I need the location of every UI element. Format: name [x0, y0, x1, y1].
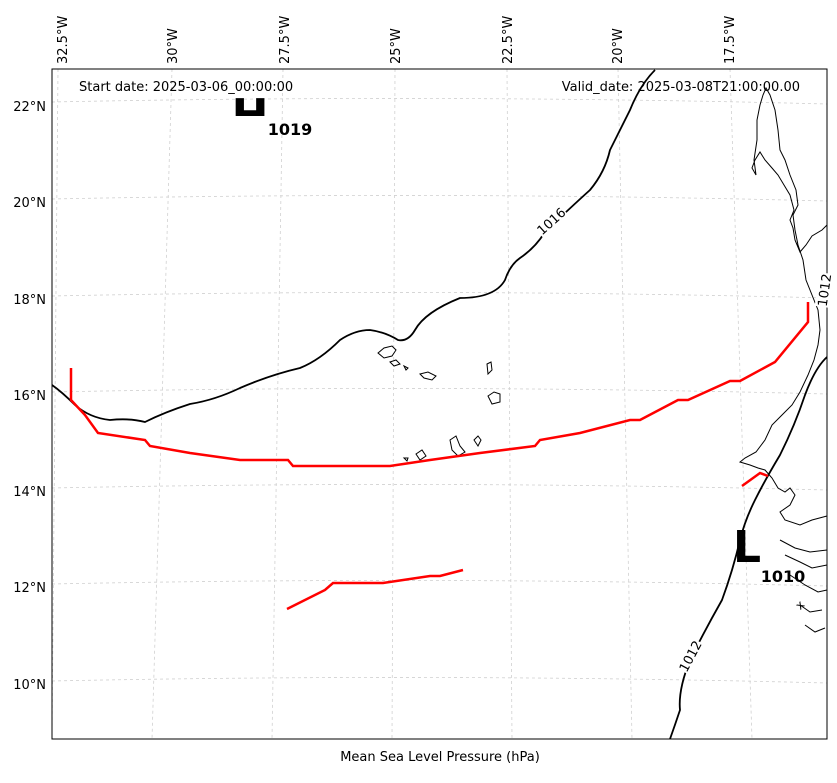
parallel-14n	[51, 484, 828, 491]
front-south	[286, 568, 464, 611]
start-date-label: Start date: 2025-03-06_00:00:00	[79, 80, 293, 95]
lat-label-10n: 10°N	[13, 678, 46, 693]
map-frame	[51, 68, 828, 740]
low-pressure-value: 1010	[761, 567, 806, 586]
isobar-1012-label-b-bg	[675, 637, 705, 675]
parallel-22n	[51, 98, 828, 105]
lon-label-32-5w: 32.5°W	[56, 16, 71, 64]
meridian-17-5w	[729, 68, 753, 740]
coast-south-3	[789, 574, 828, 593]
island-santo-antao	[377, 345, 397, 359]
isobars	[51, 69, 828, 740]
island-brava	[402, 457, 409, 462]
meridian-30w	[151, 68, 173, 740]
parallel-20n	[51, 195, 828, 202]
meridian-22-5w	[506, 68, 513, 740]
isobar-1016	[51, 69, 656, 423]
lon-label-27-5w: 27.5°W	[278, 16, 293, 64]
lat-label-14n: 14°N	[13, 485, 46, 500]
island-santiago	[449, 435, 466, 457]
island-sao-nicolau	[419, 371, 437, 381]
meridian-20w	[617, 68, 633, 740]
island-santa-luzia	[402, 364, 409, 371]
coast-south-1	[779, 539, 828, 553]
fronts	[69, 302, 810, 611]
valid-date-label: Valid_date: 2025-03-08T21:00:00.00	[562, 80, 800, 95]
island-boa-vista	[487, 391, 501, 405]
lat-label-20n: 20°N	[13, 196, 46, 211]
low-pressure-letter: L	[733, 522, 761, 573]
front-main	[69, 302, 810, 468]
high-pressure-value: 1019	[268, 120, 313, 139]
lon-label-22-5w: 22.5°W	[501, 16, 516, 64]
high-pressure-marker: H	[232, 90, 269, 141]
island-fogo	[415, 449, 427, 461]
high-pressure-letter: H	[232, 90, 269, 141]
parallel-10n	[51, 677, 828, 684]
lon-label-30w: 30°W	[166, 28, 181, 64]
lat-label-12n: 12°N	[13, 581, 46, 596]
map-area	[52, 69, 827, 739]
meridian-27-5w	[271, 68, 284, 740]
meridian-32-5w	[51, 68, 59, 740]
isobar-1012-label-a: 1012	[816, 273, 835, 308]
lat-label-18n: 18°N	[13, 293, 46, 308]
cape-verde-islands	[377, 345, 501, 462]
parallel-18n	[51, 292, 828, 299]
graticule	[51, 68, 828, 740]
lat-label-22n: 22°N	[13, 100, 46, 115]
front-short-east	[741, 471, 769, 488]
isobar-1016-label-bg	[533, 204, 569, 238]
parallel-12n	[51, 580, 828, 587]
lon-label-17-5w: 17.5°W	[723, 16, 738, 64]
island-maio	[473, 435, 482, 447]
parallel-16n	[51, 388, 828, 395]
island-sal	[486, 361, 493, 376]
coast-south-5	[804, 624, 826, 633]
coastline	[738, 86, 828, 633]
isobar-1012-label-a-bg	[814, 272, 834, 308]
african-coast	[738, 86, 828, 526]
coast-south-2	[784, 554, 828, 569]
lat-label-16n: 16°N	[13, 389, 46, 404]
meridian-25w	[391, 68, 396, 740]
lon-label-25w: 25°W	[389, 28, 404, 64]
isobar-1012-east	[669, 356, 828, 740]
x-axis-label: Mean Sea Level Pressure (hPa)	[340, 750, 540, 765]
lon-label-20w: 20°W	[611, 28, 626, 64]
island-sao-vicente	[389, 359, 401, 367]
coast-south-4	[799, 604, 823, 613]
